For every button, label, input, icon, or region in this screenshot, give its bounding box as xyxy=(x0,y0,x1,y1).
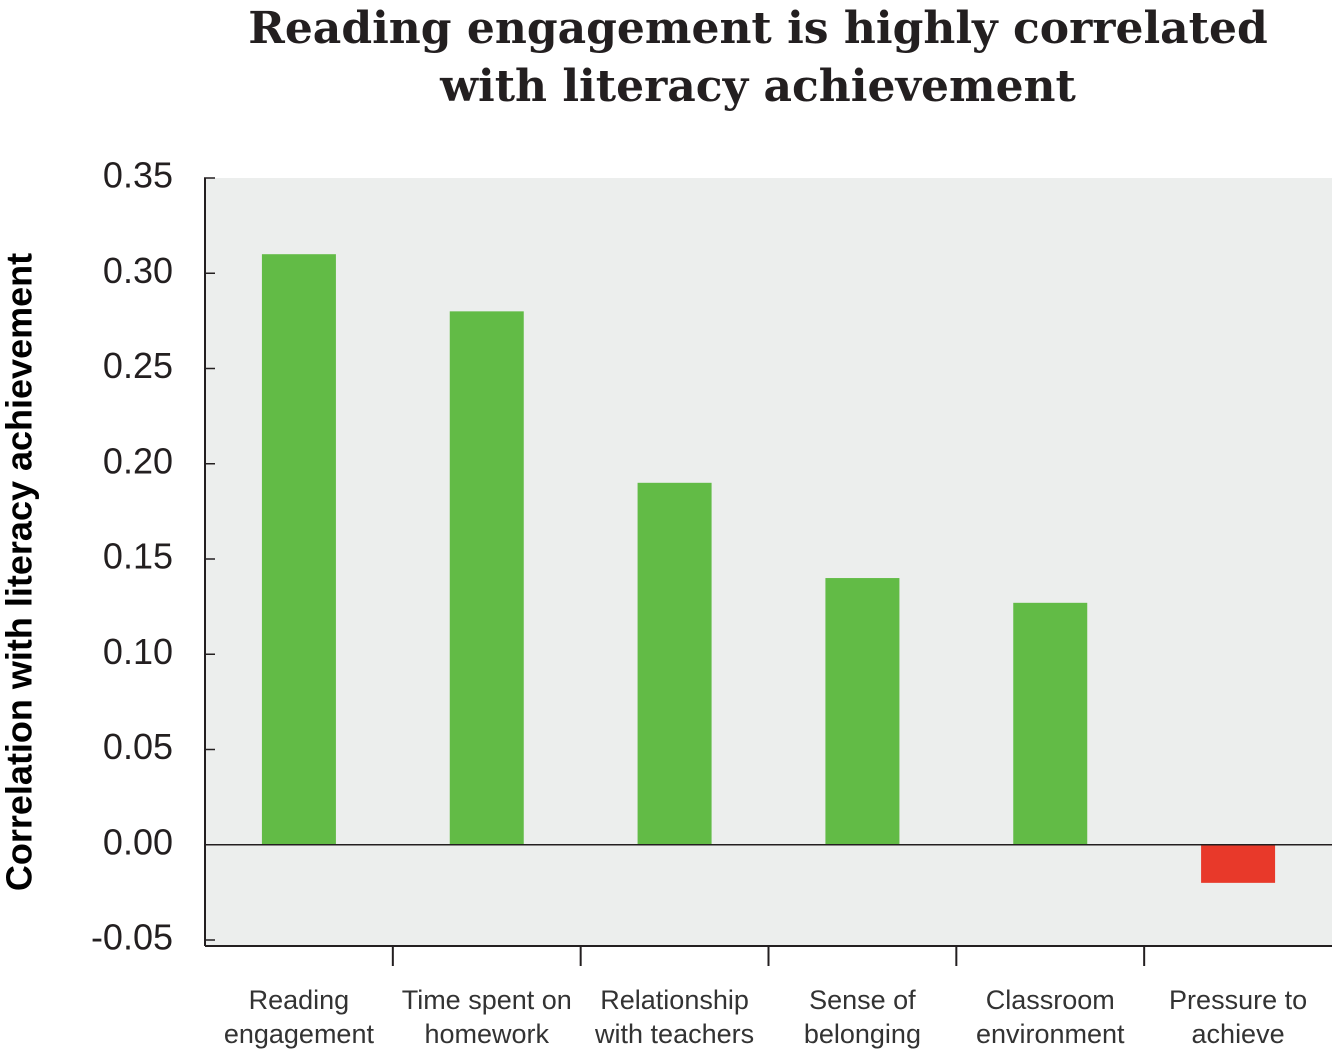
y-tick-label: 0.05 xyxy=(103,726,173,767)
bar xyxy=(637,482,712,845)
bar xyxy=(1201,844,1276,883)
y-tick-label: 0.10 xyxy=(103,631,173,672)
x-tick-label: Pressure to achieve xyxy=(1169,985,1308,1049)
bar xyxy=(1013,602,1088,845)
x-tick-label: Time spent on homework xyxy=(401,985,572,1049)
plot-background xyxy=(205,178,1332,946)
y-tick-label: 0.25 xyxy=(103,345,173,386)
y-tick-label: 0.00 xyxy=(103,821,173,862)
y-tick-label: 0.15 xyxy=(103,536,173,577)
x-tick-label: Reading engagement xyxy=(223,985,374,1049)
y-tick-label: 0.35 xyxy=(103,155,173,196)
y-tick-label: -0.05 xyxy=(91,917,173,958)
y-tick-label: 0.30 xyxy=(103,250,173,291)
y-tick-label: 0.20 xyxy=(103,440,173,481)
bar xyxy=(825,578,900,845)
bar xyxy=(261,254,336,845)
x-tick-label: Classroom environment xyxy=(975,985,1125,1049)
x-tick-label: Sense of belonging xyxy=(803,985,921,1049)
x-tick-label: Relationship with teachers xyxy=(595,985,755,1049)
y-axis-label: Correlation with literacy achievement xyxy=(0,253,40,891)
bar xyxy=(449,311,524,845)
chart-title: Reading engagement is highly correlated … xyxy=(248,3,1268,112)
